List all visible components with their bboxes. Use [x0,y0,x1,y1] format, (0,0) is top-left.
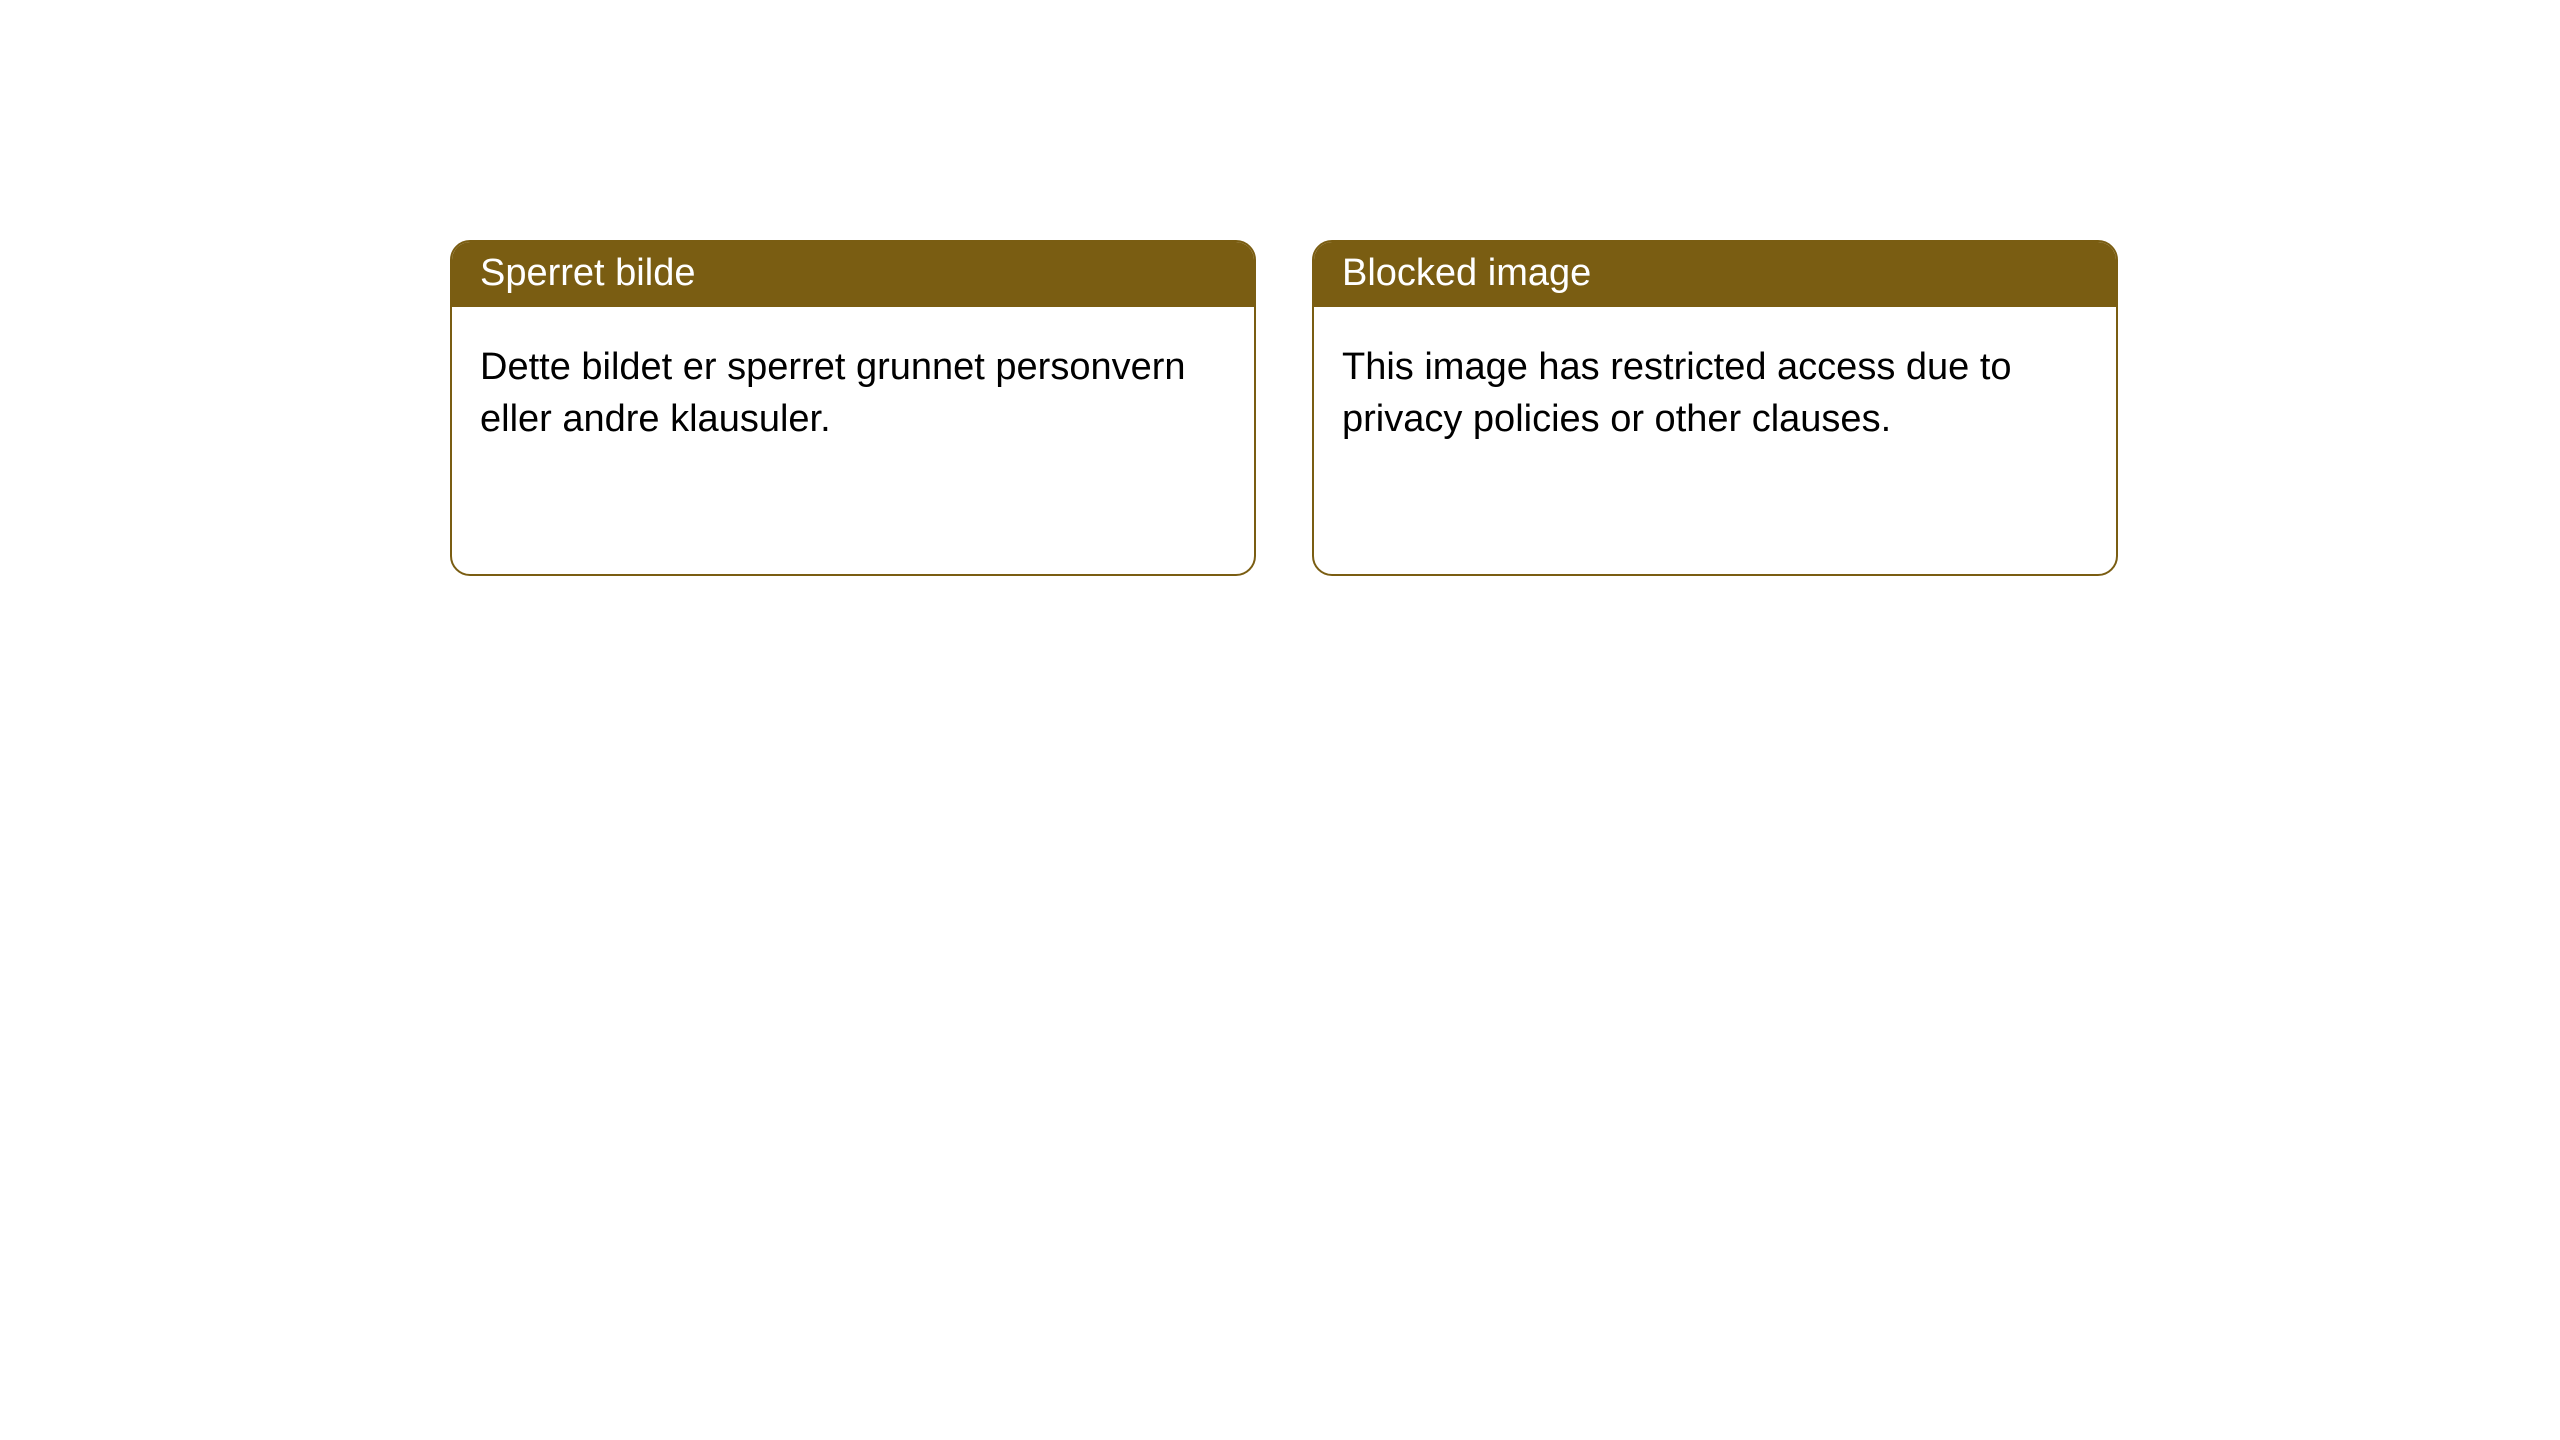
notice-title-english: Blocked image [1314,242,2116,307]
notice-body-english: This image has restricted access due to … [1314,307,2116,480]
notice-title-norwegian: Sperret bilde [452,242,1254,307]
notice-box-norwegian: Sperret bilde Dette bildet er sperret gr… [450,240,1256,576]
notice-box-english: Blocked image This image has restricted … [1312,240,2118,576]
notice-body-norwegian: Dette bildet er sperret grunnet personve… [452,307,1254,480]
notice-container: Sperret bilde Dette bildet er sperret gr… [0,0,2560,576]
